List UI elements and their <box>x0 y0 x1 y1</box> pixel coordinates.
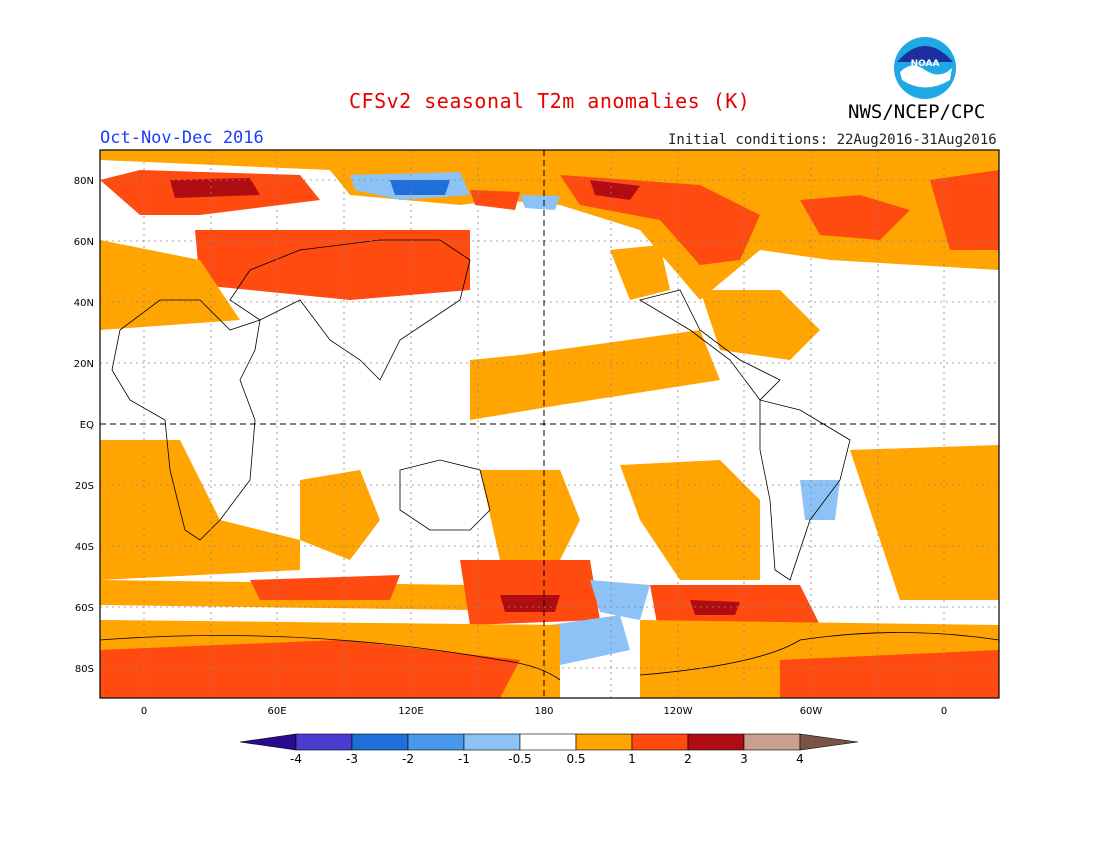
lon-label: 120W <box>664 706 693 717</box>
lat-label: 20N <box>74 359 94 370</box>
colorbar-label: -4 <box>290 752 302 766</box>
colorbar-swatch <box>799 733 859 751</box>
colorbar-swatch <box>631 733 689 751</box>
lat-label: 20S <box>75 481 94 492</box>
chart-title: CFSv2 seasonal T2m anomalies (K) <box>349 89 751 113</box>
noaa-logo-text: NOAA <box>911 59 940 69</box>
colorbar-label: -2 <box>402 752 414 766</box>
colorbar-swatch <box>687 733 745 751</box>
forecast-period: Oct-Nov-Dec 2016 <box>100 128 264 148</box>
colorbar-label: 4 <box>796 752 804 766</box>
colorbar-swatch <box>295 733 353 751</box>
colorbar-swatch <box>463 733 521 751</box>
lon-label: 0 <box>941 706 947 717</box>
lat-label: 80S <box>75 664 94 675</box>
colorbar-swatch <box>575 733 633 751</box>
noaa-logo: NOAA <box>894 37 956 99</box>
lat-label: EQ <box>80 420 94 431</box>
lon-label: 120E <box>398 706 423 717</box>
lon-label: 60W <box>800 706 823 717</box>
anomaly-shading <box>100 150 999 698</box>
colorbar-swatch <box>239 733 297 751</box>
lon-label: 180 <box>534 706 553 717</box>
colorbar-swatch <box>519 733 577 751</box>
lat-label: 40N <box>74 298 94 309</box>
colorbar-label: 2 <box>684 752 692 766</box>
colorbar-swatch <box>351 733 409 751</box>
lat-label: 40S <box>75 542 94 553</box>
lat-label: 80N <box>74 176 94 187</box>
lat-lon-grid <box>100 150 999 698</box>
colorbar-swatch <box>407 733 465 751</box>
colorbar-label: 3 <box>740 752 748 766</box>
map-frame <box>99 149 1000 699</box>
colorbar-label: -0.5 <box>508 752 531 766</box>
initial-conditions: Initial conditions: 22Aug2016-31Aug2016 <box>668 132 997 148</box>
colorbar-label: -3 <box>346 752 358 766</box>
lat-label: 60N <box>74 237 94 248</box>
lon-label: 60E <box>267 706 286 717</box>
colorbar: -4 -3 -2 -1 -0.5 0.5 1 2 3 4 <box>239 733 859 766</box>
colorbar-label: 1 <box>628 752 636 766</box>
lat-label: 60S <box>75 603 94 614</box>
colorbar-label: -1 <box>458 752 470 766</box>
colorbar-swatch <box>743 733 801 751</box>
coastlines <box>99 239 1000 681</box>
agency-label: NWS/NCEP/CPC <box>848 101 986 123</box>
lon-label: 0 <box>141 706 147 717</box>
colorbar-label: 0.5 <box>566 752 585 766</box>
